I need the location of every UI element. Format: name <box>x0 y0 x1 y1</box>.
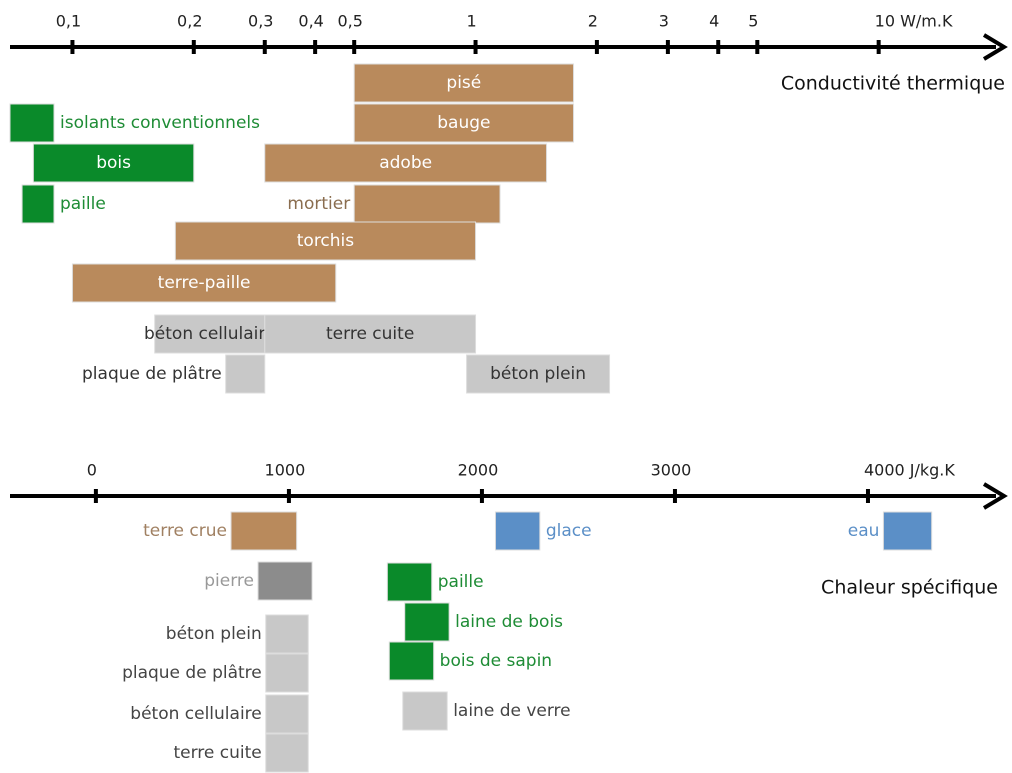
range-bar <box>402 691 448 731</box>
bar-label: glace <box>546 521 592 541</box>
x-tick-label: 3000 <box>651 461 692 480</box>
range-bar <box>32 143 195 183</box>
x-tick-label: 0,4 <box>298 12 323 31</box>
range-bar <box>404 602 450 642</box>
range-bar <box>265 614 309 654</box>
x-tick-label: 2000 <box>458 461 499 480</box>
axis-title: Chaleur spécifique <box>821 577 998 599</box>
bar-label: bois <box>96 153 131 173</box>
x-tick-label: 4 <box>709 12 719 31</box>
bar-label: béton cellulaire <box>144 324 275 344</box>
bar-label: isolants conventionnels <box>60 113 260 133</box>
range-bar <box>494 511 541 551</box>
bar-label: pierre <box>204 571 254 591</box>
range-bar <box>265 733 309 773</box>
range-bar <box>882 511 933 551</box>
range-bar <box>264 143 548 183</box>
bar-label: torchis <box>297 231 355 251</box>
bar-label: paille <box>60 194 106 214</box>
range-bar <box>353 63 575 103</box>
bar-label: eau <box>848 521 880 541</box>
bar-label: bauge <box>437 113 490 133</box>
range-bar <box>21 184 55 224</box>
bar-label: pisé <box>446 73 481 93</box>
range-bar <box>265 694 309 734</box>
axis-arrow <box>982 482 1008 510</box>
x-tick-label: 0,3 <box>248 12 273 31</box>
x-tick-label: 3 <box>659 12 669 31</box>
bar-label: bois de sapin <box>440 651 552 671</box>
range-bar <box>386 562 433 602</box>
bar-label: plaque de plâtre <box>82 364 222 384</box>
range-bar <box>466 354 611 394</box>
x-tick-label: 0,1 <box>56 12 81 31</box>
range-bar <box>353 103 575 143</box>
range-bar <box>225 354 266 394</box>
range-bar <box>174 221 477 261</box>
axis-title: Conductivité thermique <box>781 73 1005 95</box>
bar-label: terre-paille <box>158 273 251 293</box>
x-tick-label: 5 <box>748 12 758 31</box>
axis-arrow <box>982 33 1008 61</box>
bar-label: laine de bois <box>455 612 563 632</box>
x-tick-label: 1 <box>466 12 476 31</box>
bar-label: laine de verre <box>453 701 570 721</box>
x-tick-label: 1000 <box>265 461 306 480</box>
bar-label: terre crue <box>143 521 227 541</box>
bar-label: mortier <box>287 194 350 214</box>
x-tick-label: 10 W/m.K <box>875 12 953 31</box>
x-tick-label: 0,5 <box>337 12 362 31</box>
x-tick-label: 2 <box>588 12 598 31</box>
range-bar <box>154 314 266 354</box>
x-tick-label: 0 <box>87 461 97 480</box>
bar-label: terre cuite <box>173 743 261 763</box>
range-bar <box>9 103 55 143</box>
range-bar <box>230 511 298 551</box>
range-bar <box>257 561 313 601</box>
range-bar <box>264 314 477 354</box>
bar-label: paille <box>438 572 484 592</box>
bar-label: béton plein <box>166 624 262 644</box>
bar-label: adobe <box>379 153 432 173</box>
bar-label: plaque de plâtre <box>122 663 262 683</box>
bar-label: béton cellulaire <box>130 704 261 724</box>
bar-label: terre cuite <box>326 324 414 344</box>
x-tick-label: 0,2 <box>177 12 202 31</box>
range-bar <box>353 184 501 224</box>
bar-label: béton plein <box>490 364 586 384</box>
x-tick-label: 4000 J/kg.K <box>864 461 955 480</box>
range-bar <box>388 641 435 681</box>
range-bar <box>71 263 337 303</box>
range-bar <box>265 653 309 693</box>
